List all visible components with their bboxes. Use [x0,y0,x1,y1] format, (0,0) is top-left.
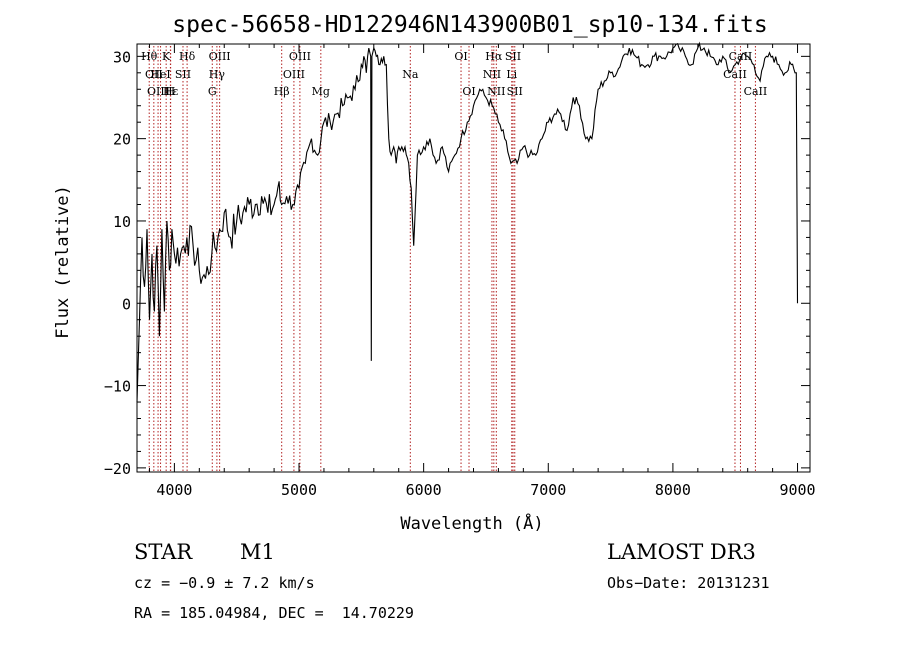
redshift-velocity: cz = −0.9 ± 7.2 km/s [134,574,315,592]
spectral-line-labels: Hθ OII OIII HeI K HHε SII Hδ G Hγ OIII Hβ OIII OIII Mg… [141,50,767,98]
spectral-line-markers [148,46,756,472]
x-axis-label: Wavelength (Å) [400,512,543,534]
line-marker-label: SII [507,85,523,98]
x-tick-label: 7000 [530,481,566,499]
y-tick-label: 0 [122,295,131,313]
spectrum-line [136,41,799,403]
line-marker-label: Hα [485,50,503,63]
line-marker-label: Li [506,68,517,81]
line-marker-label: K [162,50,171,63]
chart-title: spec-56658-HD122946N143900B01_sp10-134.f… [172,12,767,38]
survey-label: LAMOST DR3 [607,540,756,564]
line-marker-label: HeI [150,68,170,81]
x-tick-label: 9000 [779,481,815,499]
x-tick-label: 6000 [406,481,442,499]
axes: 4000 5000 6000 7000 8000 9000 −20 −10 0 10 20 30 [104,43,816,499]
object-class: STAR [134,540,193,564]
y-axis-label: Flux (relative) [53,185,73,339]
line-marker-label: OI [454,50,467,63]
x-tick-label: 4000 [156,481,192,499]
y-tick-label: 30 [113,48,131,66]
line-marker-label: OIII [209,50,231,63]
line-marker-label: SII [505,50,521,63]
line-marker-label: OIII [283,68,305,81]
y-tick-label: −20 [104,460,131,478]
line-marker-label: Hγ [209,68,226,81]
y-tick-label: 20 [113,131,131,149]
line-marker-label: Mg [312,85,330,98]
line-marker-label: CaII [744,85,768,98]
line-marker-label: OIII [289,50,311,63]
line-marker-label: Hβ [274,85,290,98]
line-marker-label: Hε [163,85,179,98]
y-tick-label: 10 [113,213,131,231]
line-marker-label: H [166,85,176,98]
line-marker-label: Na [402,68,419,81]
line-marker-label: SII [175,68,191,81]
line-marker-label: CaII [723,68,747,81]
x-tick-label: 5000 [281,481,317,499]
line-marker-label: OII [145,68,163,81]
line-marker-label: OIII [147,85,169,98]
line-marker-label: NII [487,85,505,98]
coordinates: RA = 185.04984, DEC = 14.70229 [134,604,414,622]
observation-date: Obs−Date: 20131231 [607,574,770,592]
line-marker-label: G [208,85,217,98]
line-marker-label: Hθ [141,50,158,63]
object-subclass: M1 [240,540,275,564]
line-marker-label: Hδ [179,50,196,63]
x-tick-label: 8000 [655,481,691,499]
line-marker-label: OI [462,85,475,98]
y-tick-label: −10 [104,378,131,396]
line-marker-label: CaII [729,50,753,63]
line-marker-label: NII [483,68,501,81]
